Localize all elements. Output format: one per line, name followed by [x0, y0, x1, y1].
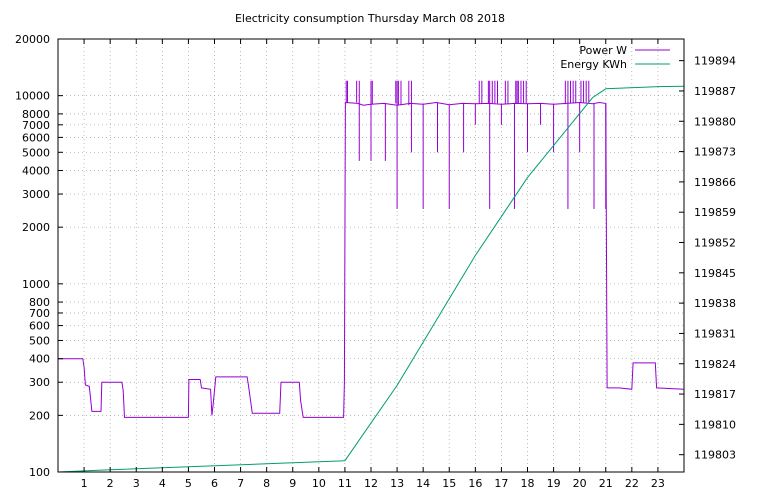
y-right-tick-label: 119817: [694, 388, 736, 401]
x-axis: 1 2 3 4 5 6 7 8 9 10 11 12 13 14 15 16 17 18 19 20 21 22 23: [81, 39, 665, 490]
x-tick-label: 17: [494, 477, 508, 490]
x-tick-label: 15: [442, 477, 456, 490]
y-right-tick-label: 119880: [694, 115, 736, 128]
y-axis-right: 119803 119810 119817 119824 119831 119838 1198…: [679, 55, 736, 462]
y-left-tick-label: 5000: [22, 146, 50, 159]
x-tick-label: 23: [651, 477, 665, 490]
y-left-tick-label: 2000: [22, 221, 50, 234]
x-tick-label: 7: [237, 477, 244, 490]
x-tick-label: 6: [211, 477, 218, 490]
y-right-tick-label: 119852: [694, 237, 736, 250]
y-left-tick-label: 6000: [22, 131, 50, 144]
x-tick-label: 16: [468, 477, 482, 490]
x-tick-label: 2: [107, 477, 114, 490]
series-energy-kwh: [57, 85, 685, 473]
x-tick-label: 3: [133, 477, 140, 490]
x-tick-label: 8: [263, 477, 270, 490]
legend-label-power: Power W: [579, 44, 627, 57]
y-right-tick-label: 119831: [694, 327, 736, 340]
x-tick-label: 5: [185, 477, 192, 490]
y-left-tick-label: 1000: [22, 278, 50, 291]
chart-title: Electricity consumption Thursday March 0…: [235, 12, 505, 25]
y-left-tick-label: 500: [29, 334, 50, 347]
y-right-tick-label: 119845: [694, 267, 736, 280]
y-left-tick-label: 3000: [22, 188, 50, 201]
x-tick-label: 4: [159, 477, 166, 490]
y-left-tick-label: 100: [29, 466, 50, 479]
power-line: [58, 101, 685, 418]
y-right-tick-label: 119824: [694, 358, 736, 371]
energy-line: [57, 85, 685, 473]
x-tick-label: 9: [289, 477, 296, 490]
y-right-tick-label: 119838: [694, 297, 736, 310]
y-left-tick-label: 7000: [22, 119, 50, 132]
x-tick-label: 12: [364, 477, 378, 490]
y-left-tick-label: 600: [29, 320, 50, 333]
y-right-tick-label: 119810: [694, 418, 736, 431]
x-tick-label: 22: [625, 477, 639, 490]
y-left-tick-label: 400: [29, 353, 50, 366]
y-left-tick-label: 800: [29, 296, 50, 309]
y-right-tick-label: 119859: [694, 206, 736, 219]
y-right-tick-label: 119873: [694, 146, 736, 159]
y-right-tick-label: 119894: [694, 55, 736, 68]
y-right-tick-label: 119866: [694, 176, 736, 189]
x-tick-label: 21: [599, 477, 613, 490]
x-tick-label: 19: [547, 477, 561, 490]
y-left-tick-label: 20000: [15, 33, 50, 46]
series-power-w: [58, 80, 685, 418]
x-tick-label: 18: [521, 477, 535, 490]
y-right-tick-label: 119887: [694, 85, 736, 98]
legend-label-energy: Energy KWh: [560, 58, 627, 71]
y-left-tick-label: 300: [29, 376, 50, 389]
x-tick-label: 10: [312, 477, 326, 490]
x-tick-label: 20: [573, 477, 587, 490]
x-tick-label: 13: [390, 477, 404, 490]
y-left-tick-label: 8000: [22, 108, 50, 121]
x-tick-label: 11: [338, 477, 352, 490]
y-right-tick-label: 119803: [694, 449, 736, 462]
legend: Power W Energy KWh: [560, 44, 670, 71]
y-left-tick-label: 4000: [22, 165, 50, 178]
x-tick-label: 1: [81, 477, 88, 490]
y-left-tick-label: 10000: [15, 90, 50, 103]
x-tick-label: 14: [416, 477, 430, 490]
y-left-tick-label: 700: [29, 307, 50, 320]
y-left-tick-label: 200: [29, 409, 50, 422]
